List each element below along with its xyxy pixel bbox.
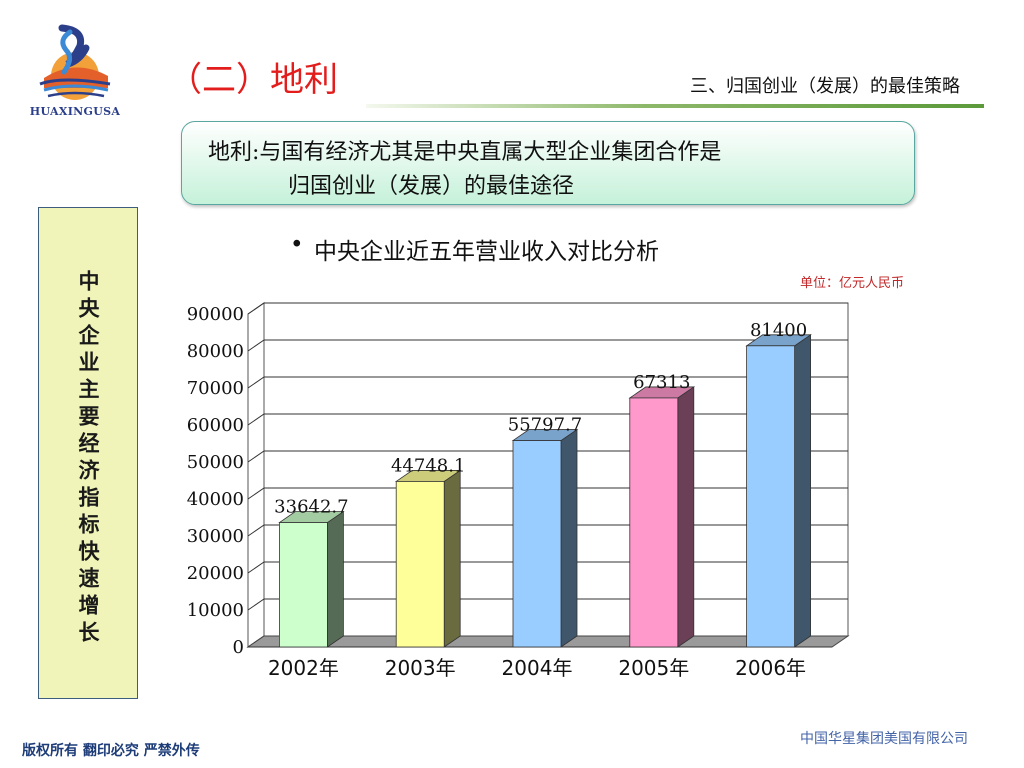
y-tick-label: 40000 [187, 489, 244, 510]
chart-side-wall [247, 302, 265, 648]
bar [629, 397, 679, 648]
company-logo: HUAXINGUSA [22, 18, 128, 118]
bar-side [677, 386, 695, 648]
x-tick-label: 2004年 [502, 656, 573, 680]
side-panel-text: 中央企业主要经济指标快速增长 [76, 270, 101, 648]
header-divider [366, 104, 984, 108]
y-tick-label: 50000 [187, 452, 244, 473]
y-tick-label: 60000 [187, 415, 244, 436]
unit-label: 单位：亿元人民币 [799, 276, 904, 291]
data-label: 81400 [750, 320, 807, 341]
y-tick-label: 10000 [187, 600, 244, 621]
huaxing-logo-icon [39, 24, 111, 100]
callout-box: 地利:与国有经济尤其是中央直属大型企业集团合作是 归国创业（发展）的最佳途径 [181, 121, 915, 205]
page-title: （二）地利 [168, 60, 338, 100]
data-label: 44748.1 [391, 455, 465, 476]
y-tick-label: 30000 [187, 526, 244, 547]
revenue-bar-chart: 0 10000 20000 30000 40000 50000 60000 70000 8000… [187, 302, 850, 680]
y-tick-label: 70000 [187, 378, 244, 399]
data-label: 67313 [633, 372, 690, 393]
bar-side [560, 428, 578, 648]
bar-side [326, 510, 344, 648]
callout-line-1: 地利:与国有经济尤其是中央直属大型企业集团合作是 [208, 140, 722, 165]
bar [395, 481, 445, 648]
bar [746, 345, 795, 648]
bar-side [443, 469, 461, 648]
company-name: 中国华星集团美国有限公司 [800, 731, 968, 747]
gridline [247, 302, 848, 315]
x-tick-label: 2005年 [618, 656, 689, 680]
side-panel: 中央企业主要经济指标快速增长 [38, 207, 138, 699]
y-tick-label: 90000 [187, 304, 244, 325]
chart-heading: • 中央企业近五年营业收入对比分析 [290, 232, 659, 266]
x-tick-label: 2003年 [385, 656, 456, 680]
section-title: 三、归国创业（发展）的最佳策略 [690, 76, 960, 97]
bar [512, 440, 562, 648]
x-tick-label: 2006年 [735, 656, 806, 680]
logo-text: HUAXINGUSA [29, 105, 121, 118]
data-label: 55797.7 [508, 415, 582, 436]
bar-side [794, 334, 811, 648]
y-tick-label: 20000 [187, 563, 244, 584]
y-tick-label: 0 [233, 637, 244, 658]
copyright-notice: 版权所有 翻印必究 严禁外传 [22, 743, 200, 759]
x-tick-label: 2002年 [268, 656, 339, 680]
bullet-icon: • [290, 232, 304, 258]
data-label: 33642.7 [274, 497, 348, 518]
bar [279, 522, 328, 648]
gridline [247, 376, 848, 389]
callout-line-2: 归国创业（发展）的最佳途径 [288, 174, 575, 199]
chart-heading-text: 中央企业近五年营业收入对比分析 [314, 239, 659, 265]
gridline [247, 339, 848, 352]
y-tick-label: 80000 [187, 341, 244, 362]
